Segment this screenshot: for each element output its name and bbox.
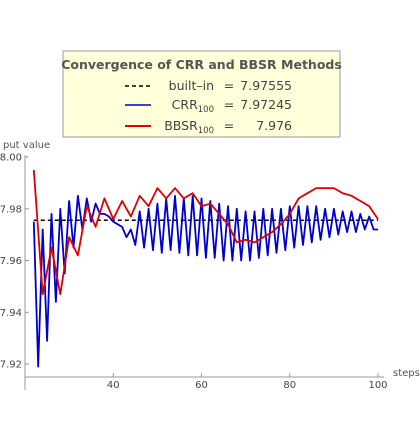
y-ticks: 7.92 7.94 7.96 7.98 8.00: [0, 153, 29, 371]
y-tick-label: 7.98: [0, 204, 22, 215]
y-tick-label: 7.94: [0, 308, 22, 319]
x-tick-label: 40: [107, 380, 120, 391]
x-axis-label: steps: [393, 368, 420, 379]
legend-value: 7.976: [256, 118, 292, 133]
y-tick-label: 7.96: [0, 256, 22, 267]
legend: Convergence of CRR and BBSR Methods buil…: [61, 50, 342, 138]
legend-value: 7.97555: [240, 78, 292, 93]
legend-equals: =: [224, 97, 234, 112]
legend-equals: =: [224, 78, 234, 93]
x-tick-label: 60: [195, 380, 208, 391]
series-bbsr-line: [32, 169, 379, 296]
legend-title: Convergence of CRR and BBSR Methods: [61, 57, 342, 72]
y-axis-label: put value: [3, 140, 50, 151]
legend-label: built–in: [169, 78, 214, 93]
x-tick-label: 80: [283, 380, 296, 391]
x-tick-label: 100: [368, 380, 387, 391]
y-tick-label: 8.00: [0, 153, 22, 164]
axes: 40 60 80 100 7.92 7.94 7.96 7.98 8.00 put value…: [0, 140, 420, 391]
legend-value: 7.97245: [240, 97, 292, 112]
x-ticks: 40 60 80 100: [107, 373, 388, 391]
plot-area: [32, 169, 379, 368]
legend-equals: =: [224, 118, 234, 133]
y-tick-label: 7.92: [0, 360, 22, 371]
series-crr-line: [32, 194, 378, 368]
legend-box: [62, 50, 341, 138]
